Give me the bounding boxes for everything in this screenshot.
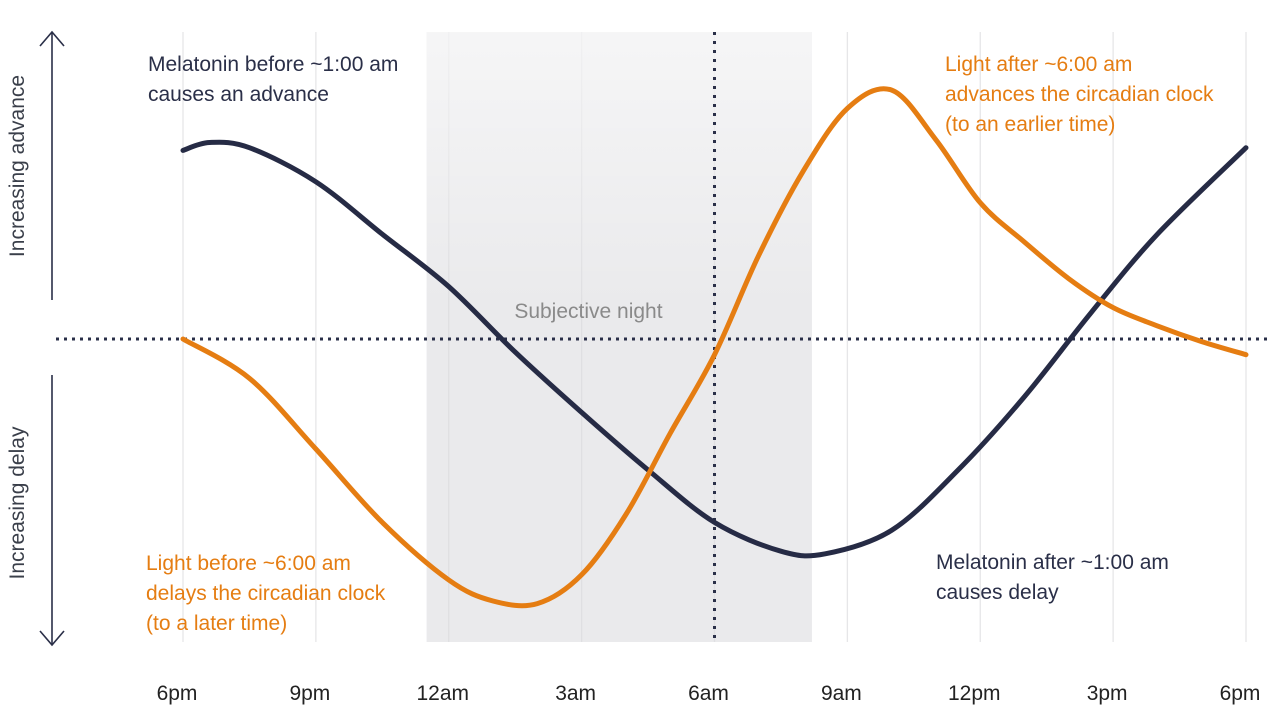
series-lines [180, 86, 1249, 609]
annotation-melatonin-delay-line-2: causes delay [936, 581, 1059, 604]
subjective-night-label: Subjective night [514, 300, 662, 323]
x-tick-label: 3pm [1087, 682, 1128, 705]
x-tick-label: 3am [555, 682, 596, 705]
annotation-light-delay-line-3: (to a later time) [146, 612, 287, 635]
x-tick-label: 6pm [1220, 682, 1261, 705]
x-axis-ticks: 6pm 9pm 12am 3am 6am 9am 12pm 3pm 6pm [157, 682, 1261, 705]
annotation-light-advance: Light after ~6:00 am advances the circad… [945, 53, 1219, 136]
annotation-light-delay-line-1: Light before ~6:00 am [146, 552, 351, 575]
annotation-melatonin-advance: Melatonin before ~1:00 am causes an adva… [148, 53, 404, 106]
annotation-melatonin-advance-line-1: Melatonin before ~1:00 am [148, 53, 398, 76]
annotation-melatonin-advance-line-2: causes an advance [148, 83, 329, 106]
melatonin-curve [180, 139, 1249, 559]
x-tick-label: 12am [416, 682, 469, 705]
x-tick-label: 9pm [289, 682, 330, 705]
y-axis-upper-label: Increasing advance [6, 75, 29, 257]
annotation-light-delay: Light before ~6:00 am delays the circadi… [146, 552, 391, 635]
subjective-night-fade [426, 32, 812, 642]
y-axis-lower-label: Increasing delay [6, 426, 29, 579]
annotation-light-advance-line-2: advances the circadian clock [945, 83, 1214, 106]
x-tick-label: 9am [821, 682, 862, 705]
light-curve [180, 86, 1249, 609]
x-tick-label: 12pm [948, 682, 1001, 705]
delay-arrow [39, 375, 65, 647]
annotation-melatonin-delay: Melatonin after ~1:00 am causes delay [936, 551, 1175, 604]
x-tick-label: 6am [688, 682, 729, 705]
annotation-melatonin-delay-line-1: Melatonin after ~1:00 am [936, 551, 1169, 574]
x-tick-label: 6pm [157, 682, 198, 705]
annotation-light-advance-line-3: (to an earlier time) [945, 113, 1115, 136]
subjective-night-gradient [426, 32, 812, 642]
annotation-light-advance-line-1: Light after ~6:00 am [945, 53, 1132, 76]
advance-arrow [39, 30, 65, 300]
annotation-light-delay-line-2: delays the circadian clock [146, 582, 386, 605]
